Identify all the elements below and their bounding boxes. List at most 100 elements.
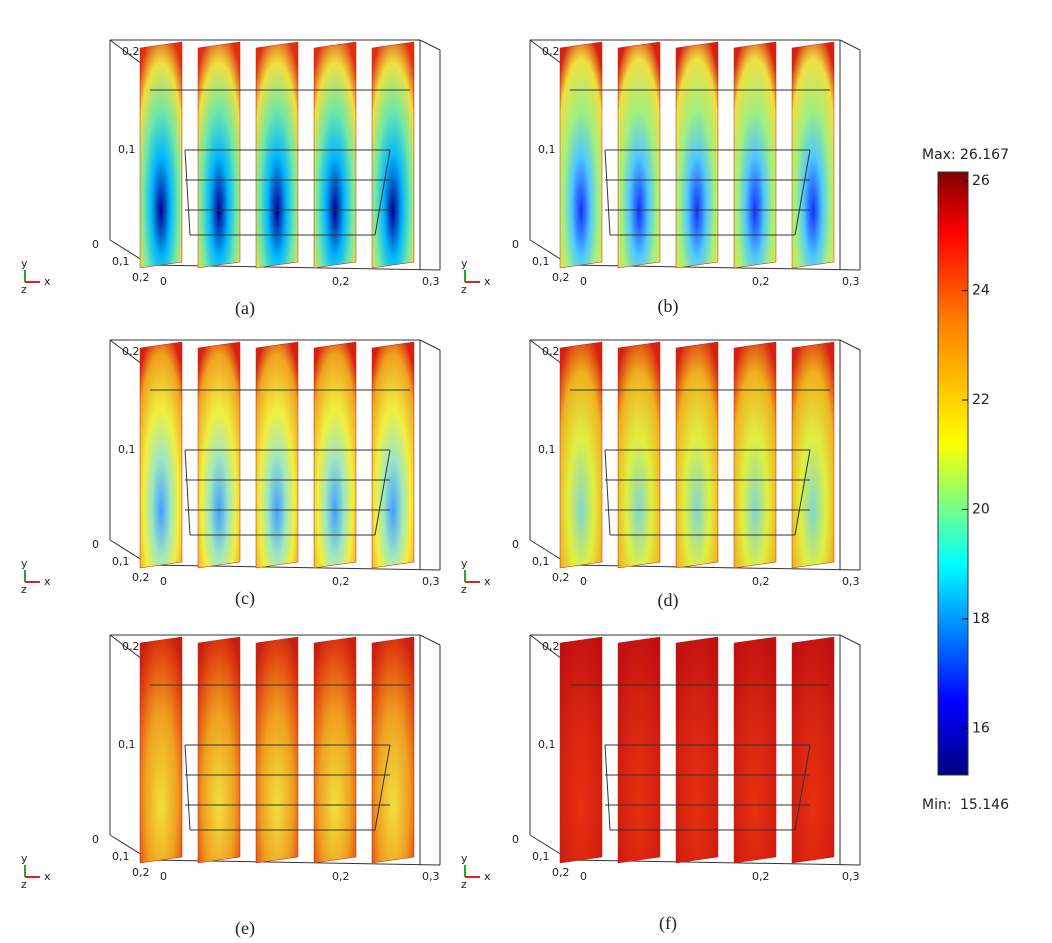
y-tick-label: 0,1 xyxy=(538,443,556,456)
box-edge xyxy=(794,449,811,536)
y-tick-label: 0,2 xyxy=(122,640,140,653)
y-tick-label: 0,2 xyxy=(122,345,140,358)
axis-label: x xyxy=(484,275,491,288)
z-tick-label: 0,1 xyxy=(112,255,130,268)
box-edge xyxy=(569,859,861,866)
y-tick-label: 0,2 xyxy=(542,345,560,358)
box-edge xyxy=(419,39,441,51)
slice xyxy=(313,41,357,269)
slice xyxy=(791,41,835,269)
panel-label: (f) xyxy=(659,913,677,934)
slice xyxy=(255,341,299,569)
slice xyxy=(733,341,777,569)
y-tick-label: 0,2 xyxy=(542,640,560,653)
y-tick-label: 0,1 xyxy=(118,443,136,456)
z-tick-label: 0 xyxy=(92,538,99,551)
axis-label: z xyxy=(461,283,467,296)
axis-label: z xyxy=(21,878,27,891)
box-edge xyxy=(794,149,811,236)
x-tick-label: 0,2 xyxy=(752,870,770,883)
y-tick-label: 0,1 xyxy=(538,738,556,751)
x-tick-label: 0 xyxy=(580,575,587,588)
colorbar-tick-label: 24 xyxy=(972,283,990,299)
axis-label: y xyxy=(461,852,468,865)
x-tick-label: 0 xyxy=(580,275,587,288)
x-tick-label: 0 xyxy=(160,870,167,883)
z-tick-label: 0,2 xyxy=(132,866,150,879)
axis-label: x xyxy=(484,870,491,883)
x-tick-label: 0,3 xyxy=(422,575,440,588)
x-tick-label: 0,2 xyxy=(332,275,350,288)
z-tick-label: 0,1 xyxy=(112,555,130,568)
slice xyxy=(733,636,777,864)
axis-label: x xyxy=(44,870,51,883)
y-tick-label: 0,2 xyxy=(542,45,560,58)
slice xyxy=(197,636,241,864)
x-tick-label: 0,2 xyxy=(752,575,770,588)
axis-label: z xyxy=(21,583,27,596)
axis-label: x xyxy=(44,575,51,588)
box-edge xyxy=(419,634,441,646)
z-tick-label: 0,1 xyxy=(532,850,550,863)
box-edge xyxy=(419,339,441,351)
slice xyxy=(617,636,661,864)
slice xyxy=(139,341,183,569)
colorbar-min-label: Min: xyxy=(922,797,952,813)
box-edge xyxy=(374,744,391,831)
x-tick-label: 0,2 xyxy=(332,870,350,883)
axis-label: y xyxy=(21,557,28,570)
y-tick-label: 0,1 xyxy=(118,143,136,156)
axis-label: y xyxy=(461,257,468,270)
z-tick-label: 0,1 xyxy=(532,555,550,568)
box-edge xyxy=(374,149,391,236)
box-edge xyxy=(839,634,861,646)
box-edge xyxy=(569,264,861,271)
box-edge xyxy=(374,449,391,536)
box-edge xyxy=(604,149,611,236)
box-edge xyxy=(839,339,861,351)
axis-label: y xyxy=(21,852,28,865)
axis-label: x xyxy=(484,575,491,588)
slice xyxy=(733,41,777,269)
slice xyxy=(617,341,661,569)
z-tick-label: 0,2 xyxy=(552,866,570,879)
slice xyxy=(197,41,241,269)
z-tick-label: 0 xyxy=(92,238,99,251)
slice xyxy=(559,341,603,569)
axis-label: x xyxy=(44,275,51,288)
panel-label: (c) xyxy=(235,588,255,609)
slice xyxy=(255,41,299,269)
slice xyxy=(791,341,835,569)
slice xyxy=(675,341,719,569)
colorbar-max: 26.167 xyxy=(960,147,1009,163)
slice xyxy=(559,41,603,269)
box-edge xyxy=(149,859,441,866)
slice xyxy=(139,636,183,864)
panel-label: (d) xyxy=(658,590,679,611)
x-tick-label: 0,3 xyxy=(422,870,440,883)
panel-label: (a) xyxy=(235,298,255,319)
x-tick-label: 0,3 xyxy=(842,870,860,883)
z-tick-label: 0,1 xyxy=(112,850,130,863)
colorbar-max-label: Max: xyxy=(922,147,956,163)
x-tick-label: 0,3 xyxy=(422,275,440,288)
axis-label: z xyxy=(21,283,27,296)
box-edge xyxy=(184,744,191,831)
z-tick-label: 0,2 xyxy=(132,271,150,284)
box-edge xyxy=(184,449,191,536)
z-tick-label: 0,1 xyxy=(532,255,550,268)
y-tick-label: 0,1 xyxy=(118,738,136,751)
box-edge xyxy=(184,149,191,236)
colorbar-min: 15.146 xyxy=(960,797,1009,813)
axis-label: y xyxy=(21,257,28,270)
z-tick-label: 0 xyxy=(512,833,519,846)
axis-label: z xyxy=(461,583,467,596)
x-tick-label: 0 xyxy=(580,870,587,883)
colorbar-tick-label: 18 xyxy=(972,611,990,627)
